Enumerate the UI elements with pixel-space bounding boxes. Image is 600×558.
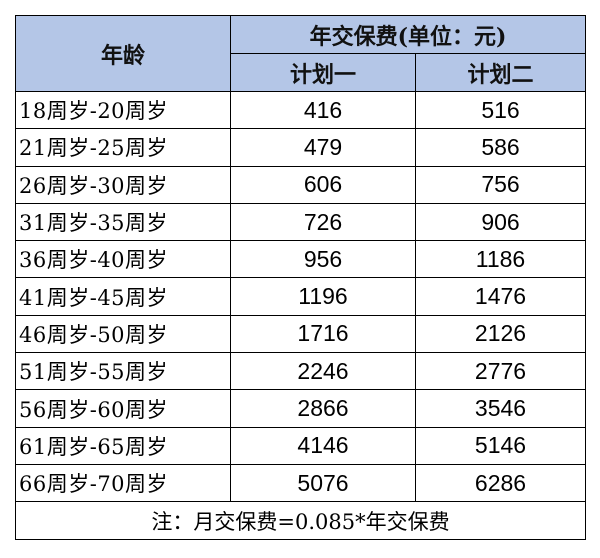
premium-table: 年龄 年交保费(单位：元) 计划一 计划二 18周岁-20周岁 416 516 21周… — [14, 15, 587, 541]
premium: 726 — [230, 202, 416, 242]
premium: 5146 — [414, 426, 587, 465]
table-row: 46周岁-50周岁 1716 2126 — [15, 314, 587, 354]
table-row: 61周岁-65周岁 4146 5146 — [15, 426, 587, 465]
premium: 606 — [230, 165, 416, 204]
age-header: 年龄 — [15, 15, 231, 92]
age-range: 56周岁-60周岁 — [15, 389, 231, 428]
table-row: 56周岁-60周岁 2866 3546 — [15, 389, 587, 428]
premium: 906 — [414, 202, 587, 242]
table-row: 18周岁-20周岁 416 516 — [15, 90, 587, 130]
plan-header: 计划一 — [230, 53, 416, 92]
premium: 5076 — [230, 463, 416, 503]
premium: 1716 — [230, 314, 416, 354]
table-row: 51周岁-55周岁 2246 2776 — [15, 352, 587, 391]
table-row: 26周岁-30周岁 606 756 — [15, 165, 587, 204]
age-range: 31周岁-35周岁 — [15, 202, 231, 242]
age-range: 26周岁-30周岁 — [15, 165, 231, 204]
premium: 1476 — [414, 277, 587, 316]
premium: 2866 — [230, 389, 416, 428]
premium: 3546 — [414, 389, 587, 428]
age-range: 66周岁-70周岁 — [15, 463, 231, 503]
age-range: 36周岁-40周岁 — [15, 240, 231, 279]
age-range: 51周岁-55周岁 — [15, 352, 231, 391]
age-range: 21周岁-25周岁 — [15, 128, 231, 167]
table-row: 31周岁-35周岁 726 906 — [15, 202, 587, 242]
premium: 479 — [230, 128, 416, 167]
table-body: 18周岁-20周岁 416 516 21周岁-25周岁 479 586 26周岁-30周岁 6… — [15, 90, 587, 503]
note: 注：月交保费=0.085*年交保费 — [14, 501, 587, 541]
premium: 2246 — [230, 352, 416, 391]
premium: 4146 — [230, 426, 416, 465]
table-row: 36周岁-40周岁 956 1186 — [15, 240, 587, 279]
age-range: 61周岁-65周岁 — [15, 426, 231, 465]
premium: 2126 — [414, 314, 587, 354]
table-row: 21周岁-25周岁 479 586 — [15, 128, 587, 167]
premium: 586 — [414, 128, 587, 167]
fee-header: 年交保费(单位：元) — [229, 15, 587, 54]
premium: 516 — [414, 90, 587, 130]
age-range: 18周岁-20周岁 — [15, 90, 231, 130]
premium: 416 — [230, 90, 416, 130]
table-row: 41周岁-45周岁 1196 1476 — [15, 277, 587, 316]
premium: 6286 — [414, 463, 587, 503]
premium: 956 — [230, 240, 416, 279]
table-row: 66周岁-70周岁 5076 6286 — [15, 463, 587, 503]
premium: 1186 — [414, 240, 587, 279]
age-range: 46周岁-50周岁 — [15, 314, 231, 354]
age-range: 41周岁-45周岁 — [15, 277, 231, 316]
premium: 1196 — [230, 277, 416, 316]
plan-header: 计划二 — [414, 53, 587, 92]
premium: 2776 — [414, 352, 587, 391]
premium: 756 — [414, 165, 587, 204]
